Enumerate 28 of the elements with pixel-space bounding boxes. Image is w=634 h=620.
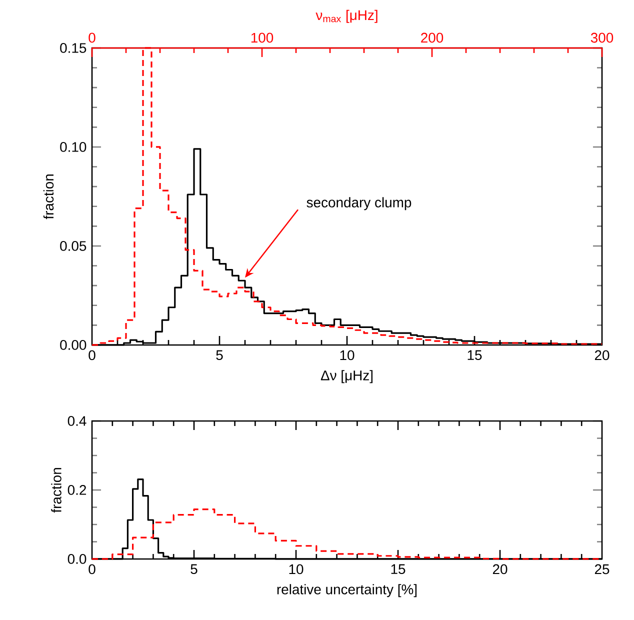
x-tick-label: 15 xyxy=(391,564,406,574)
x-tick-label: 5 xyxy=(190,564,198,574)
y-tick-label: 0.2 xyxy=(68,485,86,495)
x-tick-label: 20 xyxy=(492,564,508,574)
y-tick-label: 0.4 xyxy=(68,416,86,426)
x-tick-label: 10 xyxy=(289,564,304,574)
y-axis-title: fraction xyxy=(51,468,62,513)
y-tick-label: 0.15 xyxy=(60,43,86,53)
x2-axis-title: ν$_{max}$ [μHz] xyxy=(316,10,378,23)
x-tick-label: 25 xyxy=(594,564,610,574)
x-tick-label: 5 xyxy=(216,350,223,360)
x-tick-label: 10 xyxy=(340,350,354,360)
x2-tick-label: 0 xyxy=(88,32,96,43)
y-tick-label: 0.0 xyxy=(68,554,86,564)
y-tick-label: 0.05 xyxy=(60,241,86,251)
x-tick-label: 20 xyxy=(594,350,610,360)
x-tick-label: 0 xyxy=(88,564,96,574)
annotation: secondary clump xyxy=(306,197,412,210)
x2-tick-label: 200 xyxy=(421,32,444,43)
x-tick-label: 15 xyxy=(468,350,482,360)
x2-tick-label: 100 xyxy=(251,32,274,43)
y-tick-label: 0.10 xyxy=(60,142,86,152)
y-tick-label: 0.00 xyxy=(60,340,86,350)
x-axis-title: relative uncertainty [%] xyxy=(277,584,417,598)
x-axis-title: Δν [μHz] xyxy=(320,370,372,384)
y-axis-title: fraction xyxy=(43,174,54,220)
x2-tick-label: 300 xyxy=(590,32,614,43)
x-tick-label: 0 xyxy=(88,350,96,360)
